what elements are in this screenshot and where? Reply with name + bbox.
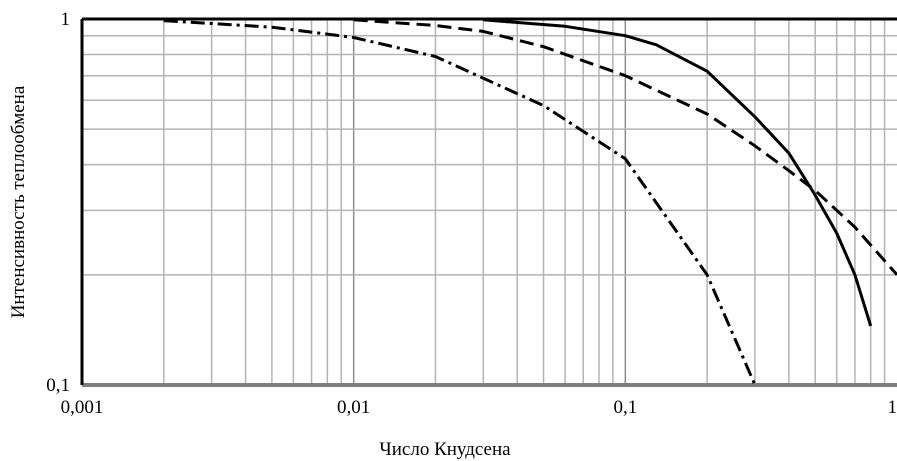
- tick-labels: 0,001 0,01 0,1 1 0,1 1: [46, 9, 897, 418]
- grid-lines: [82, 19, 897, 385]
- series-group: [163, 18, 897, 386]
- y-axis-label: Интенсивность теплообмена: [8, 85, 29, 318]
- x-axis-label: Число Кнудсена: [379, 439, 511, 460]
- y-tick-label: 0,1: [46, 375, 70, 396]
- y-tick-label: 1: [61, 9, 71, 30]
- x-tick-label: 0,1: [613, 397, 637, 418]
- axes: [80, 17, 897, 387]
- dashed-series-line: [353, 18, 897, 276]
- dash-dot-series-line: [163, 19, 757, 386]
- x-tick-label: 0,01: [337, 397, 370, 418]
- solid-series-line: [483, 18, 873, 327]
- x-tick-label: 0,001: [61, 397, 104, 418]
- x-tick-label: 1: [888, 397, 897, 418]
